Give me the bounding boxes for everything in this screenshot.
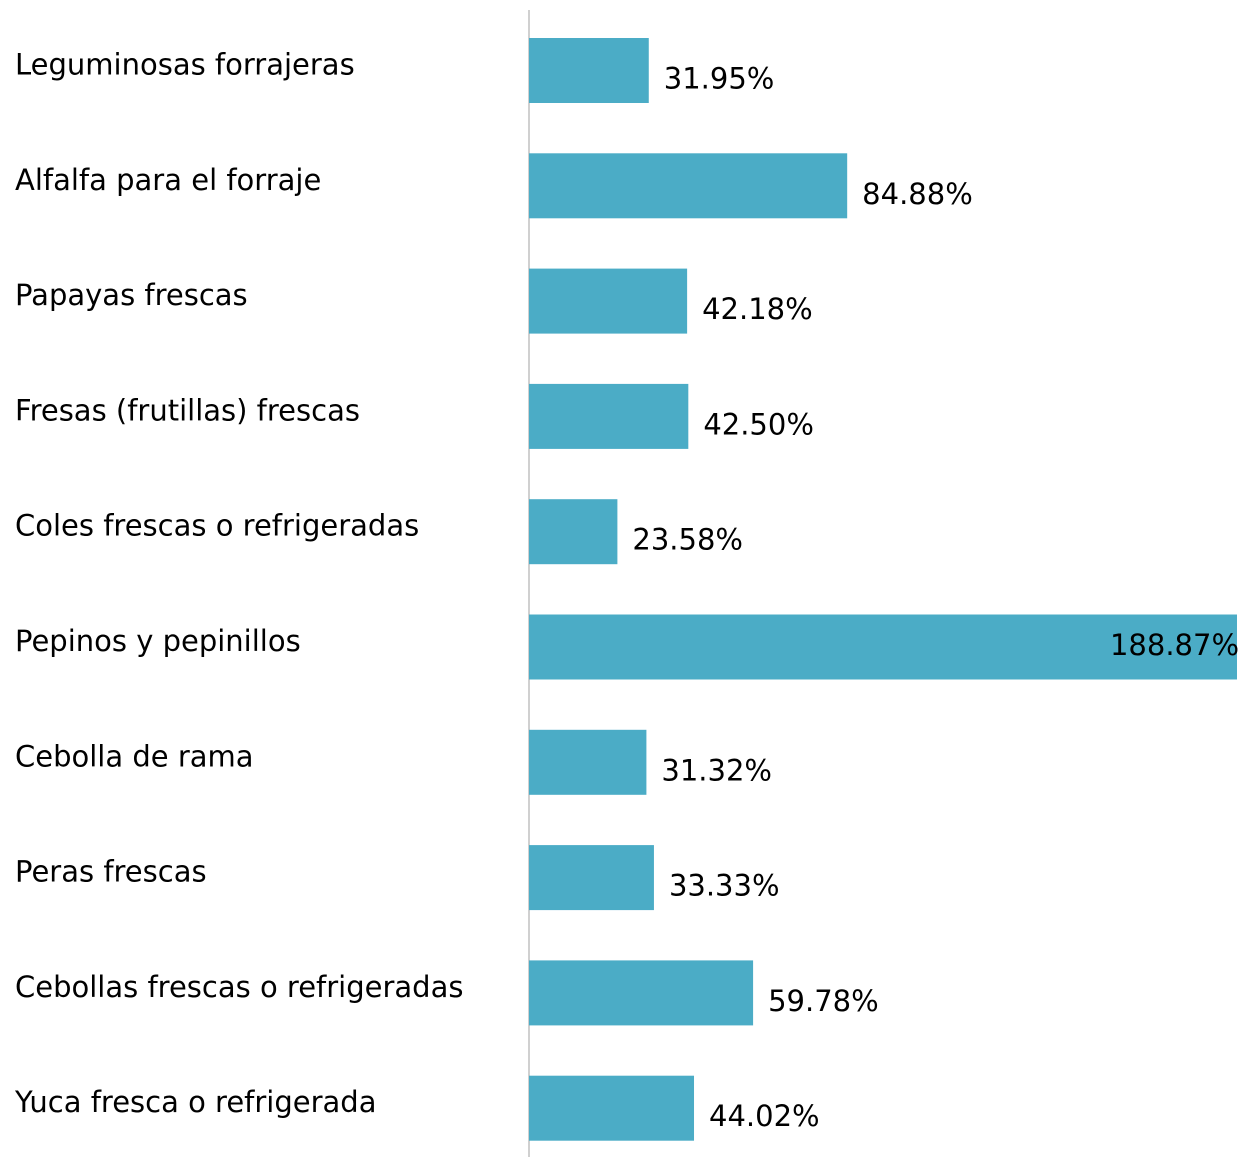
category-label: Fresas (frutillas) frescas <box>15 393 360 427</box>
bar <box>529 38 649 103</box>
value-label: 42.50% <box>703 407 814 441</box>
value-label: 44.02% <box>709 1099 820 1133</box>
value-label: 23.58% <box>632 523 743 557</box>
category-label: Peras frescas <box>15 855 207 889</box>
category-label: Coles frescas o refrigeradas <box>15 509 419 543</box>
value-label: 42.18% <box>702 292 813 326</box>
bar <box>529 499 618 565</box>
value-label: 188.87% <box>1110 628 1239 662</box>
category-label: Pepinos y pepinillos <box>15 624 301 658</box>
bar <box>529 845 654 911</box>
category-label: Cebolla de rama <box>15 739 254 773</box>
category-label: Yuca fresca o refrigerada <box>14 1085 376 1119</box>
value-label: 33.33% <box>669 869 780 903</box>
bar <box>529 153 848 219</box>
bar <box>529 1075 695 1141</box>
bar <box>529 268 688 334</box>
value-label: 59.78% <box>768 984 879 1018</box>
value-label: 84.88% <box>862 177 973 211</box>
value-label: 31.95% <box>664 62 775 96</box>
bar <box>529 614 1237 680</box>
bar <box>529 729 647 795</box>
category-label: Papayas frescas <box>15 278 248 312</box>
category-label: Leguminosas forrajeras <box>15 48 355 82</box>
value-label: 31.32% <box>661 753 772 787</box>
category-label: Cebollas frescas o refrigeradas <box>15 970 463 1004</box>
bar <box>529 383 689 449</box>
category-label: Alfalfa para el forraje <box>15 163 321 197</box>
bar <box>529 960 754 1026</box>
